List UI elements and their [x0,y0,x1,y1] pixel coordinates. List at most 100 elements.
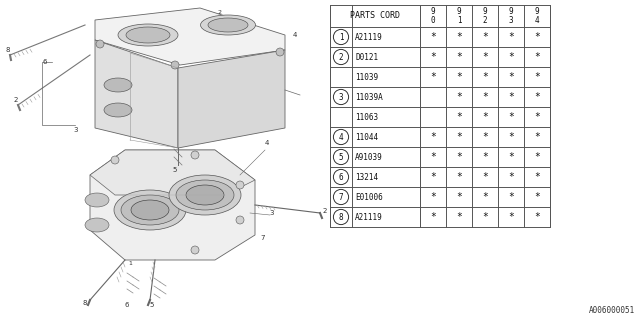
Text: 11063: 11063 [355,113,378,122]
Text: *: * [456,132,462,142]
Text: 9: 9 [534,7,540,16]
Text: *: * [534,32,540,42]
Circle shape [191,246,199,254]
Text: E01006: E01006 [355,193,383,202]
Text: *: * [508,32,514,42]
Text: *: * [508,152,514,162]
Text: *: * [508,92,514,102]
Text: *: * [430,192,436,202]
Text: 2: 2 [339,52,343,61]
Text: *: * [534,172,540,182]
Polygon shape [90,150,255,195]
Text: *: * [482,92,488,102]
Text: *: * [456,172,462,182]
Text: *: * [534,132,540,142]
Text: *: * [482,72,488,82]
Text: 5: 5 [173,167,177,173]
Text: 3: 3 [74,127,78,133]
Ellipse shape [200,15,255,35]
Text: *: * [508,112,514,122]
Text: 4: 4 [339,132,343,141]
Text: *: * [430,172,436,182]
Text: *: * [534,112,540,122]
Ellipse shape [208,18,248,32]
Text: 0: 0 [431,16,435,25]
Bar [330,5,550,227]
Ellipse shape [85,193,109,207]
Ellipse shape [104,103,132,117]
Text: 9: 9 [483,7,487,16]
Text: 8: 8 [83,300,87,306]
Text: *: * [456,112,462,122]
Text: 7: 7 [260,235,265,241]
Text: *: * [508,132,514,142]
Text: 11044: 11044 [355,132,378,141]
Text: 1: 1 [457,16,461,25]
Ellipse shape [104,78,132,92]
Circle shape [191,151,199,159]
Text: *: * [534,52,540,62]
Text: A006000051: A006000051 [589,306,635,315]
Text: 5: 5 [150,302,154,308]
Text: *: * [508,212,514,222]
Ellipse shape [114,190,186,230]
Text: *: * [482,192,488,202]
Text: 11039A: 11039A [355,92,383,101]
Text: A21119: A21119 [355,33,383,42]
Text: *: * [534,192,540,202]
Text: 6: 6 [43,59,47,65]
Ellipse shape [169,175,241,215]
Text: *: * [482,52,488,62]
Text: 3: 3 [509,16,513,25]
Text: *: * [482,172,488,182]
Text: 9: 9 [431,7,435,16]
Ellipse shape [126,27,170,43]
Circle shape [236,216,244,224]
Text: 2: 2 [14,97,18,103]
Text: *: * [456,212,462,222]
Circle shape [111,156,119,164]
Text: 8: 8 [6,47,10,53]
Text: *: * [456,152,462,162]
Text: *: * [508,52,514,62]
Text: 1: 1 [128,261,132,266]
Text: *: * [456,192,462,202]
Text: *: * [430,52,436,62]
Text: 11039: 11039 [355,73,378,82]
Text: *: * [508,172,514,182]
Text: *: * [456,92,462,102]
Text: 3: 3 [339,92,343,101]
Ellipse shape [176,180,234,210]
Polygon shape [178,50,285,148]
Text: *: * [430,212,436,222]
Ellipse shape [118,24,178,46]
Text: *: * [430,152,436,162]
Text: 4: 4 [534,16,540,25]
Ellipse shape [131,200,169,220]
Text: *: * [430,72,436,82]
Text: PARTS CORD: PARTS CORD [350,12,400,20]
Text: 1: 1 [339,33,343,42]
Text: *: * [456,32,462,42]
Text: *: * [508,72,514,82]
Text: *: * [482,152,488,162]
Ellipse shape [186,185,224,205]
Text: *: * [456,72,462,82]
Text: *: * [508,192,514,202]
Text: *: * [456,52,462,62]
Polygon shape [95,8,285,65]
Circle shape [171,61,179,69]
Text: 8: 8 [339,212,343,221]
Text: *: * [482,212,488,222]
Text: 9: 9 [509,7,513,16]
Polygon shape [90,150,255,260]
Text: *: * [430,132,436,142]
Text: *: * [482,132,488,142]
Circle shape [236,181,244,189]
Text: D0121: D0121 [355,52,378,61]
Text: 9: 9 [457,7,461,16]
Text: *: * [534,92,540,102]
Text: A21119: A21119 [355,212,383,221]
Text: *: * [534,152,540,162]
Text: 5: 5 [339,153,343,162]
